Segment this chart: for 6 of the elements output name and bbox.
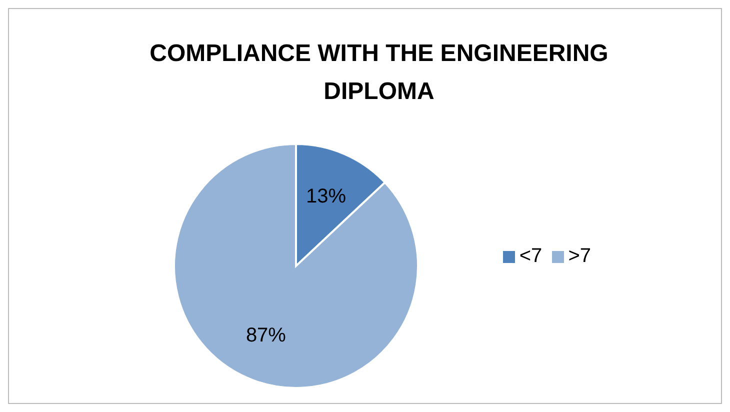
data-label: 13% <box>306 186 346 208</box>
chart-title: COMPLIANCE WITH THE ENGINEERING DIPLOMA <box>148 39 610 107</box>
legend-label: <7 <box>519 244 542 266</box>
legend-label: >7 <box>568 244 591 266</box>
pie-slice <box>173 143 419 389</box>
data-label: 87% <box>246 324 286 346</box>
